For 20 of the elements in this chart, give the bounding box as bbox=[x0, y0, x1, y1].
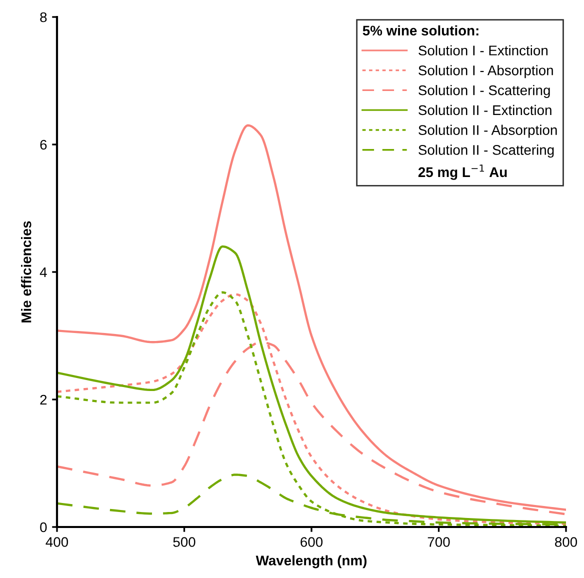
legend-label: Solution I - Scattering bbox=[418, 85, 550, 98]
legend-label: Solution I - Absorption bbox=[418, 65, 553, 78]
y-tick-label: 8 bbox=[40, 12, 47, 22]
legend-label: Solution II - Absorption bbox=[418, 124, 557, 138]
legend-label: Solution II - Scattering bbox=[418, 144, 554, 158]
x-tick-label: 500 bbox=[173, 537, 196, 547]
x-axis-title: Wavelength (nm) bbox=[256, 555, 366, 568]
legend-label: Solution II - Extinction bbox=[418, 104, 552, 116]
y-tick-label: 4 bbox=[40, 267, 47, 278]
annotation: 25 mg L$^{−1}$ Au bbox=[418, 164, 507, 180]
y-tick-label: 6 bbox=[40, 140, 47, 150]
y-axis-title: Mie efficiencies bbox=[21, 221, 32, 322]
x-tick-label: 700 bbox=[428, 537, 450, 547]
x-tick-label: 400 bbox=[46, 537, 68, 547]
legend-title: 5% wine solution: bbox=[362, 25, 478, 36]
y-tick-label: 0 bbox=[40, 522, 47, 532]
x-tick-label: 800 bbox=[555, 537, 578, 547]
y-tick-label: 2 bbox=[40, 394, 47, 405]
legend-label: Solution I - Extinction bbox=[418, 45, 548, 56]
x-tick-label: 600 bbox=[300, 537, 323, 547]
